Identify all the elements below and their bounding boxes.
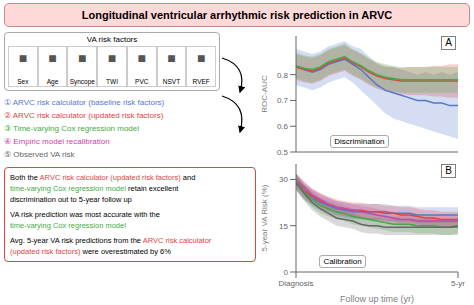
html-text:(updated risk factors) were ov: (updated risk factors) were overestimate…: [10, 247, 171, 256]
html-text:Discrimination: Discrimination: [334, 137, 385, 146]
html-text:PVC: PVC: [135, 78, 149, 85]
svg-text:Follow up time (yr): Follow up time (yr): [340, 294, 414, 304]
svg-text:0.7: 0.7: [277, 96, 289, 105]
html-text:RVEF: RVEF: [192, 78, 210, 85]
svg-text:ROC-AUC: ROC-AUC: [260, 75, 269, 113]
html-text:Syncope: Syncope: [69, 78, 95, 85]
html-text:B: B: [445, 165, 452, 176]
svg-text:0.6: 0.6: [277, 122, 289, 131]
svg-text:30: 30: [279, 175, 288, 184]
html-text:⑤ Observed VA risk: ⑤ Observed VA risk: [4, 150, 75, 159]
html-text:A: A: [445, 37, 452, 48]
html-text:Calibration: Calibration: [323, 257, 362, 266]
svg-text:0.5: 0.5: [277, 148, 289, 157]
html-text:Both the ARVC risk calculator: Both the ARVC risk calculator (updated r…: [10, 173, 196, 182]
svg-text:15: 15: [279, 222, 288, 231]
html-text:Age: Age: [46, 78, 59, 85]
html-text:time-varying Cox regression mo: time-varying Cox regression model retain…: [10, 184, 179, 193]
html-text:Avg. 5-year VA risk prediction: Avg. 5-year VA risk predictions from the…: [10, 236, 212, 245]
html-text:Longitudinal ventricular arrhy: Longitudinal ventricular arrhythmic risk…: [81, 9, 393, 21]
html-text:① ARVC risk calculator (baseli: ① ARVC risk calculator (baseline risk fa…: [4, 98, 165, 107]
html-text:TWI: TWI: [106, 78, 118, 85]
html-text:VA risk factors: VA risk factors: [86, 35, 138, 44]
svg-text:Diagnosis: Diagnosis: [278, 279, 313, 288]
html-text:NSVT: NSVT: [162, 78, 181, 85]
svg-text:5-year VA Risk (%): 5-year VA Risk (%): [260, 184, 269, 251]
html-text:② ARVC risk calculator (update: ② ARVC risk calculator (updated risk fac…: [4, 111, 164, 120]
html-text:④ Empiric model recalibration: ④ Empiric model recalibration: [4, 137, 110, 146]
html-text:③ Time-varying Cox regression: ③ Time-varying Cox regression model: [4, 124, 139, 133]
html-text:VA risk prediction was most ac: VA risk prediction was most accurate wit…: [10, 210, 160, 219]
svg-text:0: 0: [284, 268, 289, 277]
html-text:Sex: Sex: [17, 78, 29, 85]
svg-text:5-yr: 5-yr: [451, 279, 465, 288]
svg-text:0.8: 0.8: [277, 71, 289, 80]
html-text:discrimination out to 5-year f: discrimination out to 5-year follow up: [10, 195, 132, 204]
html-text:time-varying Cox regression mo: time-varying Cox regression model: [10, 221, 126, 230]
